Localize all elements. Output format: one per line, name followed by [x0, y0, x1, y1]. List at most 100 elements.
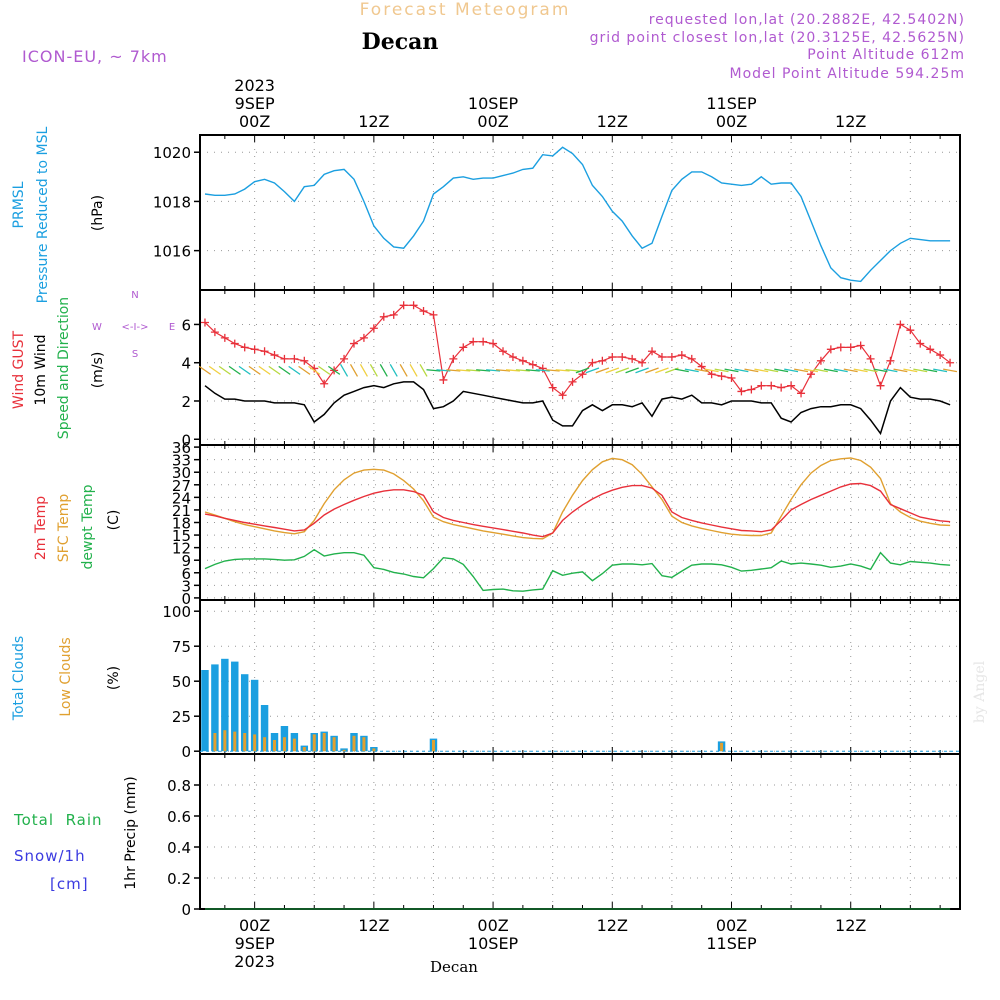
gust-marker: [747, 385, 756, 394]
time-label-top: 12Z: [597, 112, 628, 131]
wind-dir-arrow: [784, 368, 799, 373]
wind-dir-arrow: [298, 365, 311, 375]
gust-marker: [469, 337, 478, 346]
wind-dir-arrow: [268, 365, 281, 375]
wind-dir-arrow: [349, 363, 359, 377]
gust-marker: [876, 381, 885, 390]
wind-dir-arrow: [615, 367, 630, 374]
wind-dir-arrow: [466, 369, 481, 372]
pressure-label-1: PRMSL: [11, 181, 27, 228]
gust-marker: [836, 343, 845, 352]
gust-marker: [548, 383, 557, 392]
low-cloud-bar: [253, 734, 257, 752]
direction-label: Speed and Direction: [56, 297, 72, 439]
dewpt-line: [204, 548, 951, 592]
wind-dir-arrow: [585, 367, 600, 374]
wind-dir-arrow: [724, 368, 739, 373]
wind-dir-arrow: [318, 365, 331, 375]
low-cloud-bar: [332, 737, 336, 752]
wind-dir-arrow: [754, 368, 769, 373]
gust-marker: [200, 318, 209, 327]
temp-unit: (C): [106, 510, 122, 531]
compass-n: N: [131, 290, 138, 301]
clouds-ytick-label: 50: [172, 673, 191, 691]
low-cloud-bar: [312, 734, 316, 752]
gust-marker: [578, 370, 587, 379]
wind-dir-arrow: [515, 369, 530, 372]
wind-dir-arrow: [278, 365, 291, 375]
gust-marker: [806, 370, 815, 379]
time-label-bottom: 12Z: [597, 916, 628, 935]
gust-marker: [499, 347, 508, 356]
requested-coords: requested lon,lat (20.2882E, 42.5402N): [649, 12, 965, 28]
time-label-bottom: 10SEP: [468, 934, 519, 953]
gust-marker: [826, 345, 835, 354]
precip-panel: 0 0.2 0.4 0.6 0.8: [167, 753, 961, 919]
pressure-panel: 1016 1018 1020: [153, 134, 961, 291]
model-label: ICON-EU, ~ 7km: [22, 47, 168, 66]
temp-ytick-label: 15: [172, 527, 191, 545]
gust-marker: [558, 391, 567, 400]
gust-marker: [667, 352, 676, 361]
pressure-unit: (hPa): [90, 195, 106, 231]
clouds-unit: (%): [106, 666, 122, 690]
wind-dir-arrow: [565, 369, 580, 372]
wind-dir-arrow: [288, 365, 301, 375]
temp-ytick-label: 18: [172, 515, 191, 533]
gust-marker: [816, 356, 825, 365]
gust-marker: [777, 383, 786, 392]
footer-location: Decan: [430, 958, 478, 976]
low-cloud-bar: [352, 735, 356, 752]
gust-marker: [359, 333, 368, 342]
low-cloud-bar: [233, 731, 237, 752]
wind-dir-arrow: [545, 369, 560, 372]
sfc-label: SFC Temp: [56, 494, 72, 563]
time-label-bottom: 2023: [234, 952, 275, 971]
time-label-bottom: 12Z: [358, 916, 389, 935]
sfc-temp-line: [204, 457, 951, 540]
total-cloud-bar: [260, 705, 269, 752]
temp-ytick-label: 30: [172, 464, 191, 482]
gust-marker: [349, 339, 358, 348]
snow-unit-label: [cm]: [50, 875, 89, 893]
low-cloud-bar: [243, 733, 247, 752]
clouds-ytick-label: 100: [162, 603, 191, 621]
gust-marker: [270, 351, 279, 360]
gust-marker: [846, 343, 855, 352]
wind-dir-arrow: [359, 363, 368, 377]
gust-marker: [717, 372, 726, 381]
wind-dir-arrow: [389, 363, 398, 377]
compass-rose: N <-I-> W E S: [92, 290, 175, 360]
gust-marker: [657, 352, 666, 361]
gust-marker: [340, 354, 349, 363]
precip-ytick-label: 0.6: [167, 808, 191, 826]
gust-marker: [459, 343, 468, 352]
low-cloud-bar: [282, 737, 286, 752]
gust-marker: [638, 358, 647, 367]
temp-ytick-label: 6: [181, 565, 191, 583]
wind-dir-arrow: [943, 368, 958, 373]
gust-marker: [508, 352, 517, 361]
gust-marker: [618, 352, 627, 361]
precip-ytick-label: 0.2: [167, 870, 191, 888]
time-label-top: 00Z: [239, 112, 270, 131]
wind-dir-arrow: [575, 367, 590, 374]
gust-marker: [489, 339, 498, 348]
wind-dir-arrow: [399, 363, 408, 377]
compass-s: S: [132, 349, 138, 360]
wind-dir-arrow: [883, 368, 898, 373]
gust-marker: [250, 345, 259, 354]
clouds-ytick-label: 0: [181, 743, 191, 761]
gust-marker: [687, 354, 696, 363]
time-label-top: 12Z: [835, 112, 866, 131]
gust-marker: [737, 387, 746, 396]
low-cloud-bar: [213, 733, 217, 752]
low-cloud-bar: [302, 747, 306, 752]
wind-ytick-label: 6: [181, 316, 191, 334]
gust-marker: [797, 389, 806, 398]
gust-marker: [568, 377, 577, 386]
compass-e: E: [169, 322, 175, 333]
gust-marker: [518, 356, 527, 365]
gust-marker: [210, 328, 219, 337]
wind-dir-arrow: [704, 368, 719, 373]
